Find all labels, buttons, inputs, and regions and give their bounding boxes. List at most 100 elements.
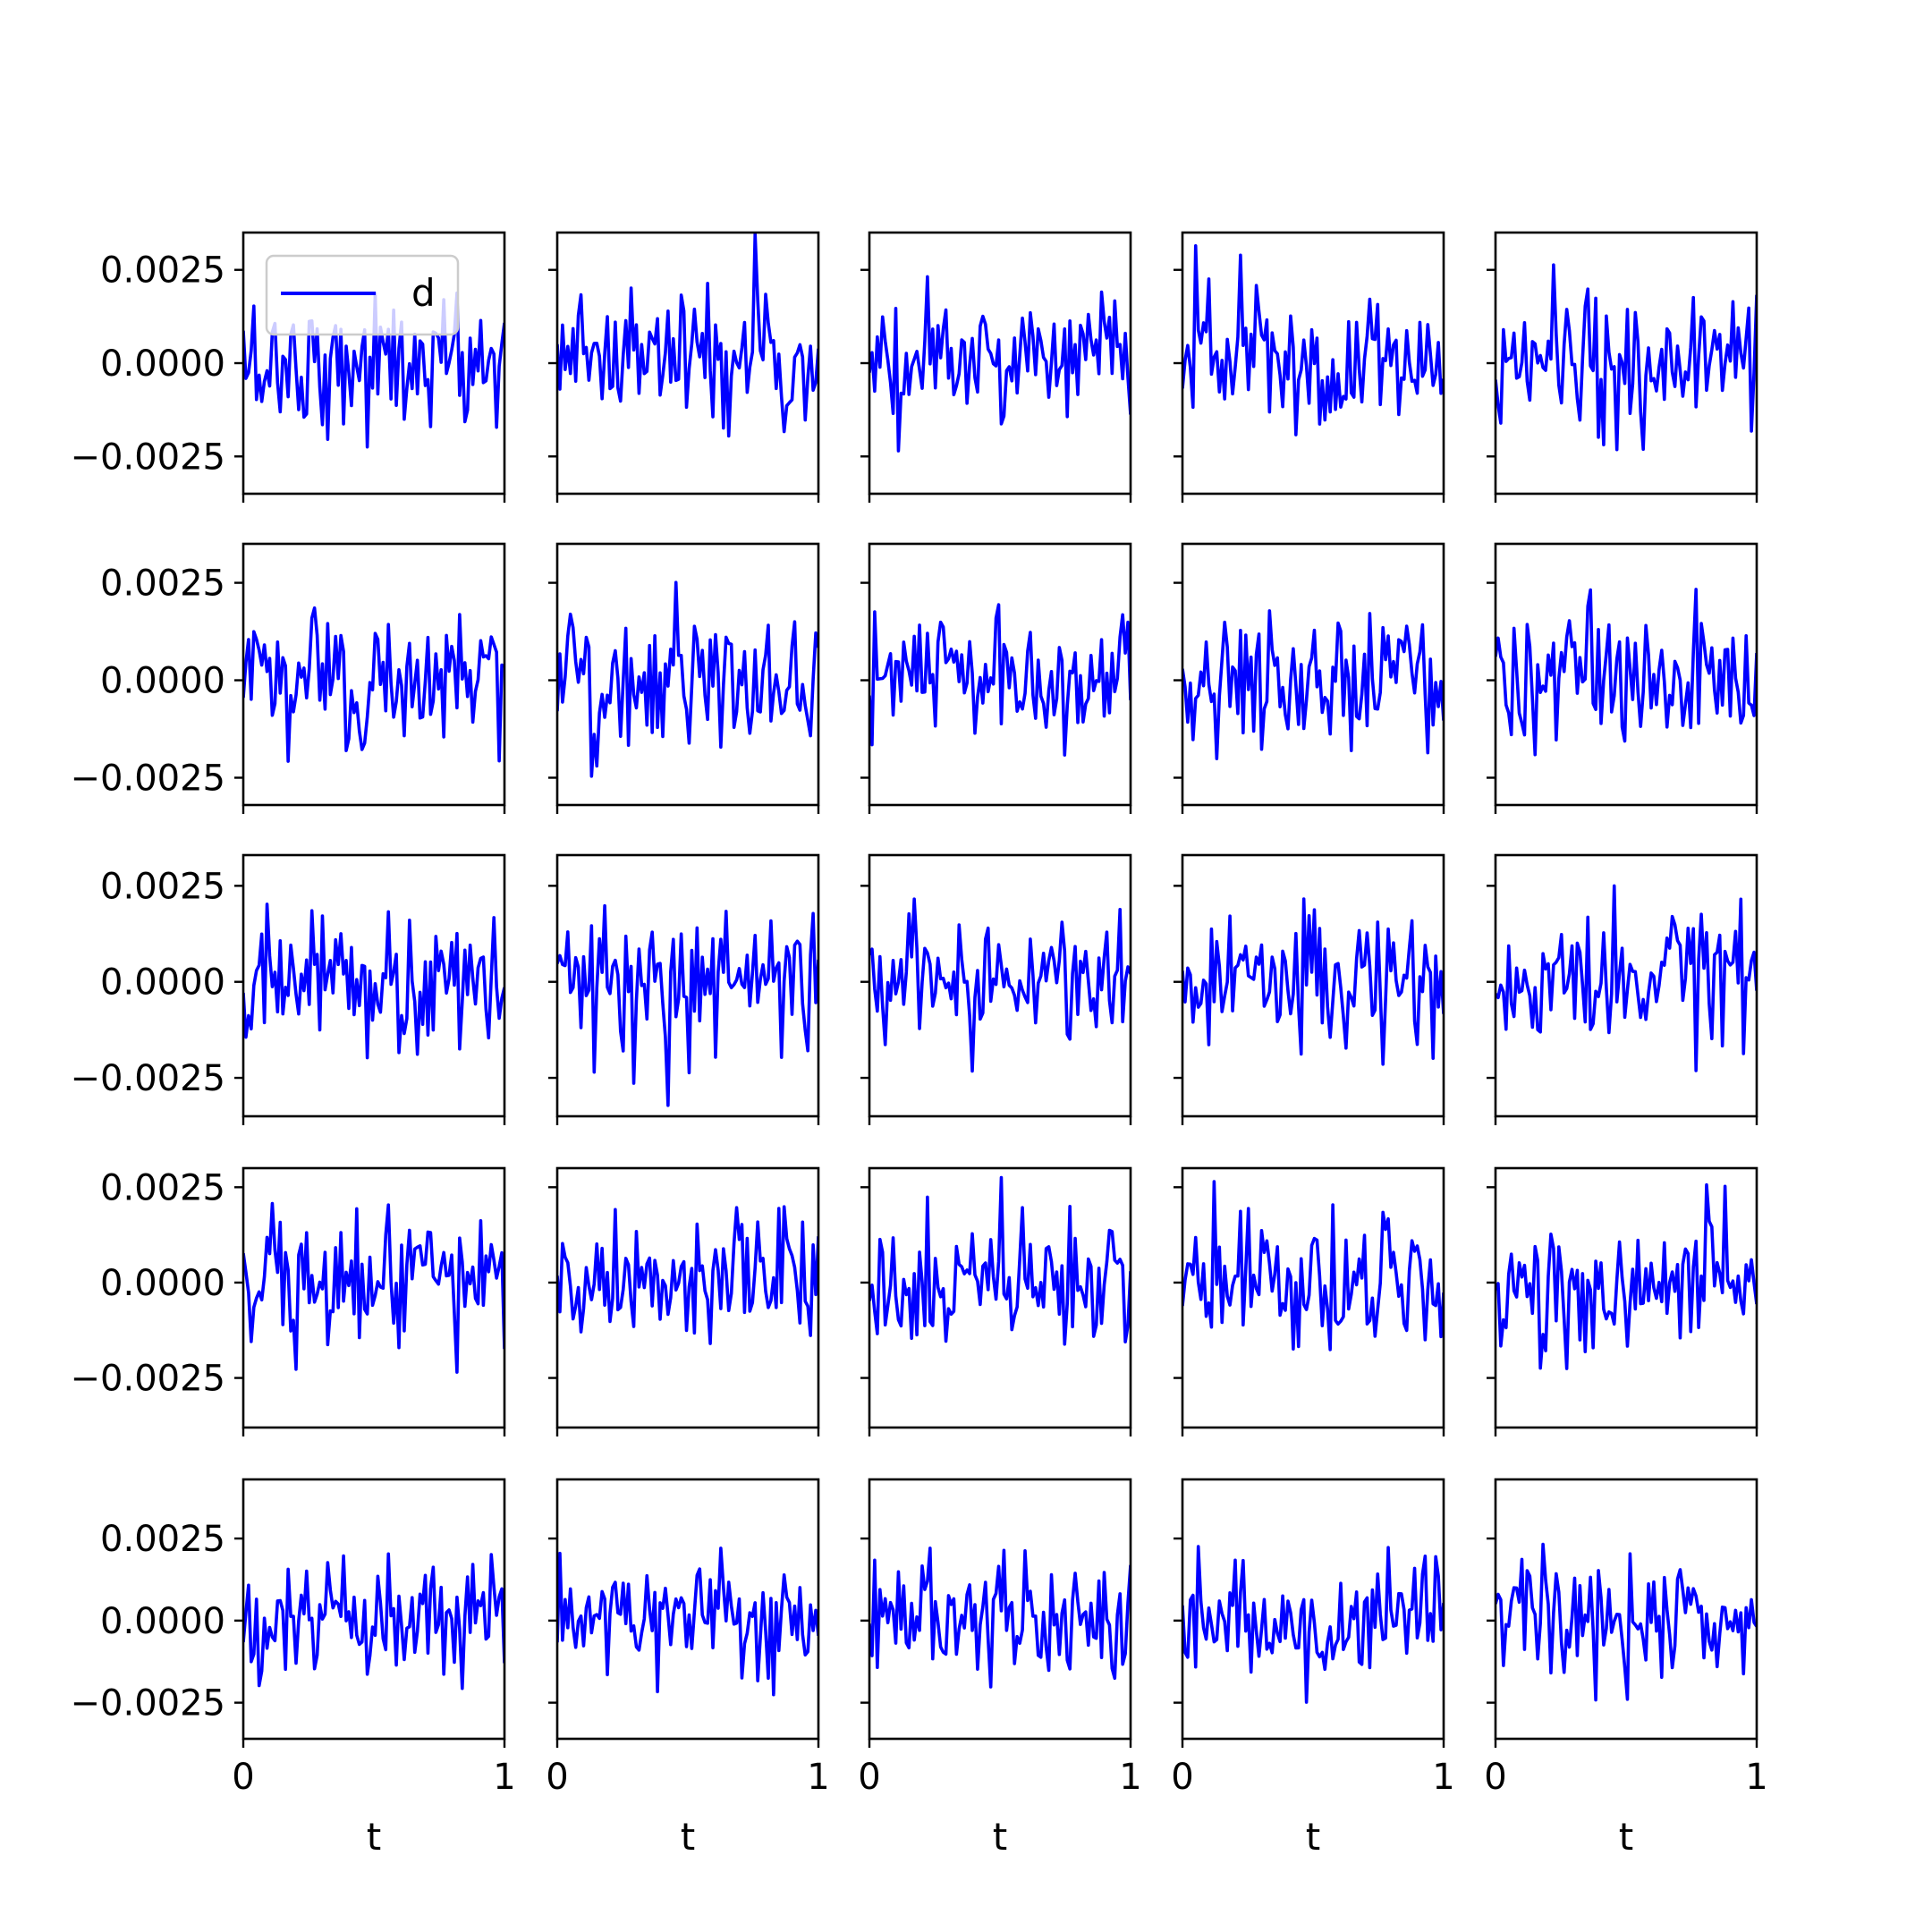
x-axis-label: t (1306, 1815, 1320, 1859)
axes-frame (868, 1478, 1132, 1741)
axes-frame (242, 853, 506, 1118)
series-line-d (243, 1552, 504, 1690)
x-tick-label: 0 (546, 1757, 568, 1798)
y-tick-label: 0.0000 (100, 1601, 225, 1642)
x-tick-label: 1 (1745, 1757, 1767, 1798)
series-line-d (1496, 588, 1757, 757)
panel-grid: 0.00250.0000−0.00250.00250.0000−0.00250.… (71, 231, 1768, 1859)
axes-frame (1181, 1478, 1445, 1741)
x-tick-label: 0 (1171, 1757, 1193, 1798)
axes-frame (242, 1478, 506, 1741)
y-tick-label: −0.0025 (71, 1359, 225, 1400)
y-tick-label: 0.0025 (100, 1519, 225, 1560)
x-axis-label: t (1619, 1815, 1633, 1859)
panel-r4-c3 (860, 1166, 1132, 1436)
panel-r5-c2: 0 1 t (546, 1478, 830, 1859)
y-tick-label: −0.0025 (71, 758, 225, 799)
y-tick-label: 0.0000 (100, 661, 225, 702)
series-line-d (243, 902, 504, 1060)
axes-frame (868, 542, 1132, 807)
y-tick-label: 0.0025 (100, 250, 225, 292)
axes-frame (555, 542, 820, 807)
series-line-d (1182, 1545, 1444, 1704)
series-line-d (869, 1546, 1131, 1689)
axes-frame (1494, 853, 1758, 1118)
panel-r5-c3: 0 1 t (858, 1478, 1142, 1859)
series-line-d (1496, 1542, 1757, 1702)
axes-frame (1181, 542, 1445, 807)
x-tick-label: 1 (1432, 1757, 1454, 1798)
panel-r4-c2 (548, 1166, 820, 1436)
panel-r4-c5 (1487, 1166, 1758, 1436)
axes-frame (1181, 1166, 1445, 1429)
panel-r4-c4 (1174, 1166, 1445, 1436)
y-tick-label: 0.0000 (100, 962, 225, 1004)
x-axis-label: t (367, 1815, 381, 1859)
y-tick-label: −0.0025 (71, 436, 225, 478)
panel-r5-c4: 0 1 t (1171, 1478, 1455, 1859)
axes-frame (555, 1478, 820, 1741)
y-tick-label: −0.0025 (71, 1058, 225, 1099)
panel-r4-c1: 0.0025 0.0000 −0.0025 (71, 1166, 506, 1436)
axes-frame (242, 1166, 506, 1429)
y-tick-label: 0.0025 (100, 866, 225, 907)
panel-r2-c1: 0.0025 0.0000 −0.0025 (71, 542, 506, 814)
x-tick-label: 0 (858, 1757, 880, 1798)
series-line-d (1182, 609, 1444, 761)
axes-frame (1494, 542, 1758, 807)
axes-frame (242, 542, 506, 807)
panel-r3-c3 (860, 853, 1132, 1125)
panel-r2-c3 (860, 542, 1132, 814)
x-tick-label: 1 (807, 1757, 829, 1798)
axes-frame (555, 1166, 820, 1429)
x-axis-label: t (993, 1815, 1007, 1859)
series-line-d (869, 897, 1131, 1073)
panel-r1-c2 (548, 231, 820, 503)
x-tick-label: 0 (1484, 1757, 1506, 1798)
axes-frame (868, 1166, 1132, 1429)
series-line-d (869, 1175, 1131, 1346)
axes-frame (1181, 853, 1445, 1118)
panel-r1-c3 (860, 231, 1132, 503)
series-line-d (869, 275, 1131, 453)
legend-entry-label: d (411, 271, 436, 315)
x-tick-label: 0 (232, 1757, 254, 1798)
panel-r3-c1: 0.0025 0.0000 −0.0025 (71, 853, 506, 1125)
series-line-d (557, 1546, 818, 1697)
panel-r2-c2 (548, 542, 820, 814)
panel-r2-c5 (1487, 542, 1758, 814)
series-line-d (1496, 884, 1757, 1072)
y-tick-label: 0.0000 (100, 1263, 225, 1304)
panel-r3-c2 (548, 853, 820, 1125)
legend: d (265, 254, 460, 336)
panel-r1-c1: 0.0025 0.0000 −0.0025 (71, 231, 506, 503)
y-tick-label: 0.0025 (100, 1167, 225, 1208)
axes-frame (868, 853, 1132, 1118)
y-tick-label: −0.0025 (71, 1683, 225, 1724)
series-line-d (557, 580, 818, 778)
series-line-d (869, 603, 1131, 757)
series-line-d (243, 291, 504, 449)
series-line-d (557, 1205, 818, 1345)
axes-frame (1494, 1478, 1758, 1741)
series-line-d (1496, 1182, 1757, 1370)
series-line-d (1182, 244, 1444, 436)
series-line-d (1182, 897, 1444, 1066)
series-line-d (243, 1201, 504, 1374)
x-tick-label: 1 (493, 1757, 515, 1798)
panel-r2-c4 (1174, 542, 1445, 814)
series-line-d (1496, 263, 1757, 452)
panel-r3-c4 (1174, 853, 1445, 1125)
axes-frame (555, 853, 820, 1118)
axes-frame (1494, 1166, 1758, 1429)
series-line-d (557, 233, 818, 438)
series-line-d (1182, 1180, 1444, 1352)
x-tick-label: 1 (1119, 1757, 1141, 1798)
panel-r1-c4 (1174, 231, 1445, 503)
panel-r5-c5: 0 1 t (1484, 1478, 1768, 1859)
series-line-d (243, 606, 504, 763)
x-axis-label: t (681, 1815, 695, 1859)
panel-r3-c5 (1487, 853, 1758, 1125)
